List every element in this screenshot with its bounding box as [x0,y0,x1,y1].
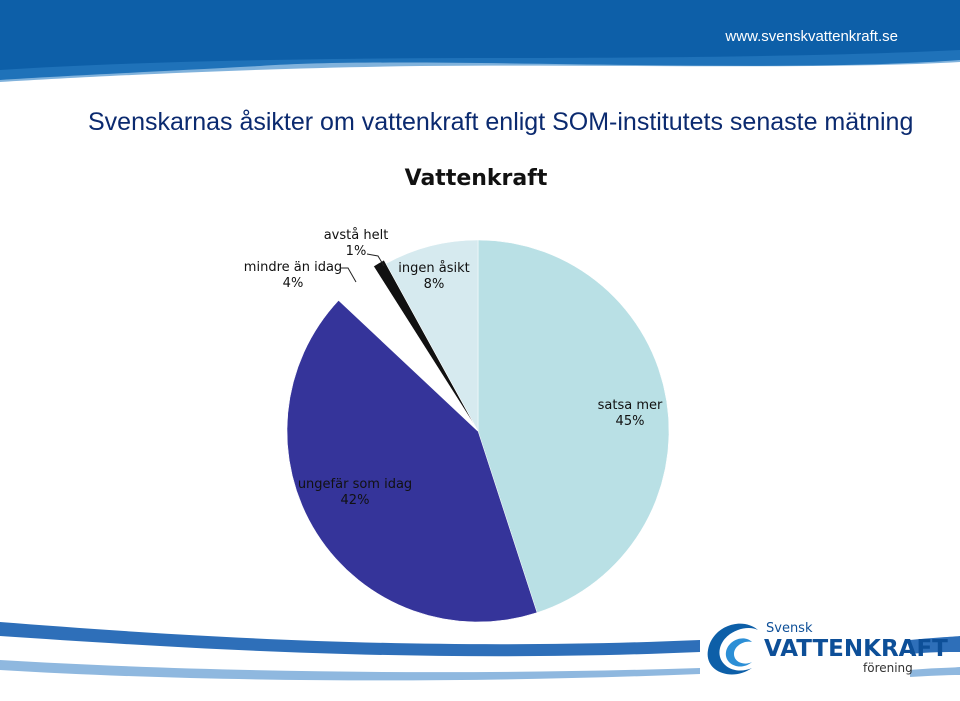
logo-text-vattenkraft: VATTENKRAFT [764,636,948,662]
slice-label-value: 1% [345,244,367,259]
slice-label-name: avstå helt [323,228,389,243]
slice-label-name: ungefär som idag [297,477,413,492]
pie-slice-avstå-helt [373,259,477,428]
logo-text-svensk: Svensk [766,621,813,636]
slice-label-value: 45% [615,414,645,429]
pie-slice-ingen-åsikt [385,239,479,432]
slice-label: avstå helt 1% [324,228,389,260]
leader-line-avsta-helt [366,253,385,267]
logo-emblem [707,623,758,675]
leader-line-mindre-an-idag [340,267,357,283]
header-url: www.svenskvattenkraft.se [725,28,898,45]
slice-label-name: mindre än idag [243,260,343,275]
footer-swoosh-right [910,636,960,654]
chart-title: Vattenkraft [404,166,548,191]
footer-swoosh-right-light [910,667,960,677]
footer-swoosh-light [0,660,700,681]
slice-label-value: 8% [423,277,445,292]
slice-label-value: 42% [340,493,370,508]
slice-label: ungefär som idag 42% [298,477,412,509]
slice-label-name: satsa mer [597,398,663,413]
pie-slice-ungefär-som-idag [286,299,538,623]
slice-label: mindre än idag 4% [244,260,342,292]
page-title: Svenskarnas åsikter om vattenkraft enlig… [88,108,914,136]
header-banner-highlight [0,50,960,82]
logo-text-forening: förening [863,661,913,675]
footer-swoosh [0,622,700,657]
slice-label: satsa mer 45% [598,398,663,430]
slice-label-name: ingen åsikt [398,261,470,276]
slice-label-value: 4% [282,276,304,291]
pie-chart [286,239,670,623]
pie-slice-satsa-mer [477,239,670,613]
slice-label: ingen åsikt 8% [398,261,469,293]
